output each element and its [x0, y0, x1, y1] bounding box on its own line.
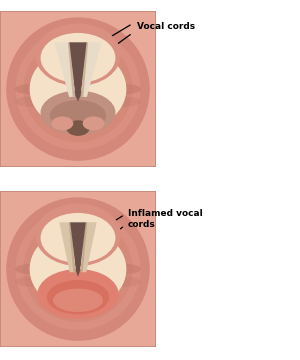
Polygon shape	[81, 42, 88, 97]
Ellipse shape	[40, 91, 116, 134]
Polygon shape	[68, 42, 75, 97]
Polygon shape	[0, 11, 156, 167]
Ellipse shape	[38, 269, 118, 319]
Ellipse shape	[52, 116, 73, 130]
Ellipse shape	[30, 229, 126, 310]
Polygon shape	[70, 222, 86, 277]
Ellipse shape	[15, 96, 54, 107]
Ellipse shape	[102, 84, 141, 95]
Ellipse shape	[15, 276, 54, 287]
Ellipse shape	[102, 276, 141, 287]
Ellipse shape	[35, 203, 121, 266]
Ellipse shape	[6, 197, 150, 341]
Ellipse shape	[15, 264, 54, 275]
Ellipse shape	[83, 116, 104, 130]
Polygon shape	[69, 222, 75, 272]
Polygon shape	[81, 222, 97, 272]
Ellipse shape	[40, 213, 116, 263]
Ellipse shape	[40, 33, 116, 83]
Ellipse shape	[66, 120, 90, 136]
Ellipse shape	[53, 289, 103, 312]
Ellipse shape	[30, 49, 126, 130]
Ellipse shape	[35, 23, 121, 86]
Text: Inflamed vocal
cords: Inflamed vocal cords	[128, 210, 203, 229]
Ellipse shape	[47, 280, 109, 314]
Text: Vocal cords: Vocal cords	[137, 22, 195, 31]
Ellipse shape	[23, 36, 133, 142]
Polygon shape	[69, 42, 87, 102]
Polygon shape	[0, 191, 156, 347]
Ellipse shape	[50, 100, 106, 131]
Polygon shape	[59, 222, 75, 272]
Ellipse shape	[102, 96, 141, 107]
Polygon shape	[81, 42, 101, 97]
Ellipse shape	[16, 208, 140, 330]
Polygon shape	[81, 222, 87, 272]
Ellipse shape	[15, 84, 54, 95]
Ellipse shape	[16, 28, 140, 150]
Ellipse shape	[102, 264, 141, 275]
Polygon shape	[55, 42, 75, 97]
Ellipse shape	[6, 17, 150, 161]
Ellipse shape	[23, 216, 133, 322]
